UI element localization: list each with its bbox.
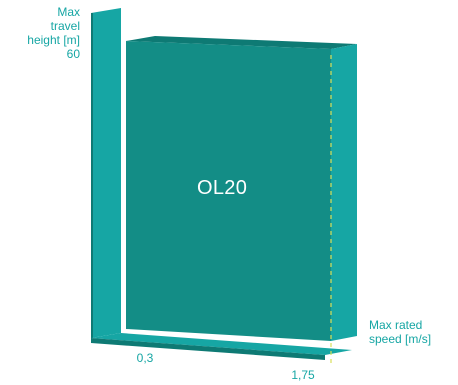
height-axis-side — [91, 8, 121, 338]
height-axis-title-line1: Max — [57, 5, 80, 19]
range-block-top — [126, 36, 357, 49]
range-block-front — [126, 41, 331, 341]
height-axis-title-line3: height [m] — [27, 33, 80, 47]
speed-axis-title-line2: speed [m/s] — [369, 332, 432, 346]
height-axis-front — [91, 13, 93, 338]
speed-axis-max-value: 1,75 — [291, 368, 315, 382]
range-block-side — [331, 44, 357, 341]
model-label: OL20 — [197, 177, 248, 199]
speed-axis-min-value: 0,3 — [136, 351, 154, 365]
height-axis-title-line2: travel — [50, 19, 80, 33]
speed-axis-title: Max rated speed [m/s] — [369, 318, 454, 346]
speed-axis-top — [91, 333, 352, 355]
height-axis-max-value: 60 — [66, 47, 80, 61]
speed-axis-title-line1: Max rated — [369, 318, 423, 332]
height-axis-title: Max travel height [m] 60 — [10, 5, 80, 61]
speed-axis-front — [91, 338, 325, 360]
